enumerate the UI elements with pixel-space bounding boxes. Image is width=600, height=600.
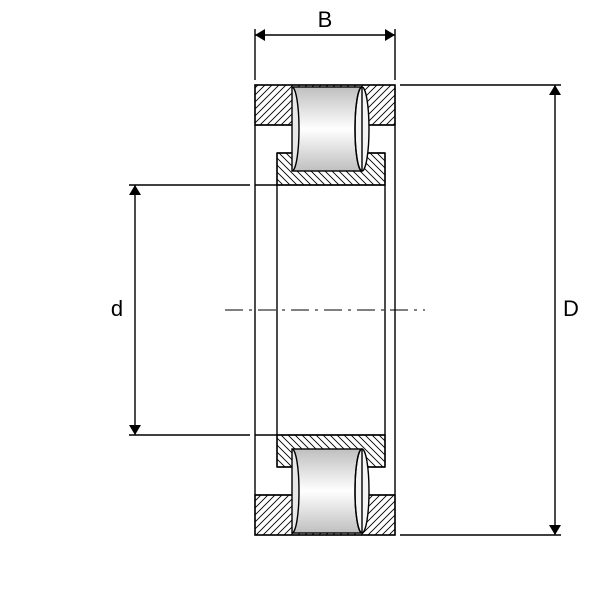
bearing-cross-section: Bd D bbox=[111, 7, 579, 535]
label-d: d bbox=[111, 296, 123, 321]
label-D: D bbox=[563, 296, 579, 321]
label-B: B bbox=[318, 7, 333, 32]
